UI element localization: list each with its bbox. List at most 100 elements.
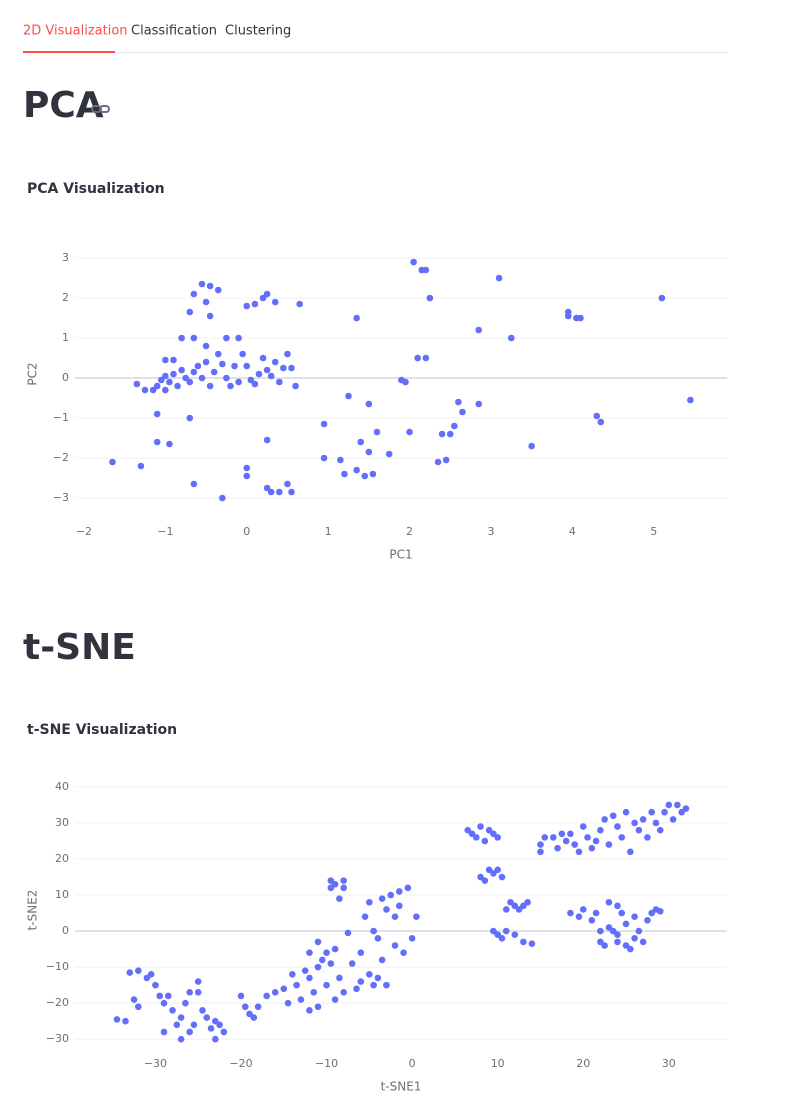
point xyxy=(592,909,600,917)
point xyxy=(387,891,395,899)
point xyxy=(588,916,596,924)
point xyxy=(374,934,382,942)
point xyxy=(446,430,454,438)
point xyxy=(541,834,549,841)
point xyxy=(652,819,660,827)
point xyxy=(336,895,343,902)
point xyxy=(247,376,255,384)
tab[interactable]: Classification xyxy=(131,24,217,39)
point xyxy=(648,808,656,816)
point xyxy=(378,956,386,964)
point xyxy=(494,866,501,874)
point xyxy=(190,1021,198,1029)
point xyxy=(323,981,330,989)
point xyxy=(166,378,173,386)
point xyxy=(528,940,536,947)
point xyxy=(182,374,190,382)
point xyxy=(567,909,574,917)
tab[interactable]: 2D Visualization xyxy=(23,24,128,39)
point xyxy=(182,999,189,1007)
point xyxy=(289,971,296,978)
point xyxy=(263,290,271,298)
point xyxy=(404,884,412,892)
point xyxy=(597,927,604,935)
y-tick-label: −3 xyxy=(53,491,69,504)
point xyxy=(353,314,360,322)
point xyxy=(164,992,172,1000)
point xyxy=(369,470,377,478)
point xyxy=(254,1003,262,1011)
y-tick-label: 0 xyxy=(62,371,69,384)
point xyxy=(340,989,347,996)
point xyxy=(502,906,510,913)
point xyxy=(263,484,271,492)
point xyxy=(263,992,270,1000)
chart-title: t-SNE Visualization xyxy=(27,722,177,738)
point xyxy=(383,906,390,913)
point xyxy=(614,823,621,830)
y-tick-label: 10 xyxy=(55,888,69,901)
point xyxy=(190,334,198,342)
point xyxy=(235,334,242,342)
point xyxy=(160,1028,168,1036)
point xyxy=(267,372,275,380)
point xyxy=(494,834,501,841)
point xyxy=(639,816,647,823)
point xyxy=(173,1021,181,1029)
point xyxy=(227,382,234,390)
x-tick-label: −20 xyxy=(229,1057,252,1070)
point xyxy=(194,362,202,370)
point xyxy=(558,830,566,838)
point xyxy=(631,913,638,920)
point xyxy=(251,300,259,308)
point xyxy=(614,931,621,938)
y-tick-label: 0 xyxy=(62,924,69,937)
point xyxy=(156,992,164,1000)
point xyxy=(297,996,305,1003)
point xyxy=(178,334,185,342)
point xyxy=(177,1035,185,1043)
point xyxy=(306,949,313,957)
x-axis-title: t-SNE1 xyxy=(381,1080,422,1094)
point xyxy=(537,848,544,856)
point xyxy=(455,398,462,406)
link-icon[interactable] xyxy=(91,105,110,113)
point xyxy=(202,358,210,366)
point xyxy=(554,844,561,852)
point xyxy=(284,999,292,1007)
point xyxy=(133,380,141,388)
point xyxy=(687,396,694,404)
point xyxy=(472,834,480,841)
point xyxy=(243,302,251,310)
y-tick-label: −30 xyxy=(46,1032,69,1045)
point xyxy=(147,971,155,978)
point xyxy=(656,826,664,834)
point xyxy=(310,989,318,996)
tab[interactable]: Clustering xyxy=(225,24,291,39)
point xyxy=(374,974,382,982)
point xyxy=(406,428,413,436)
point xyxy=(365,448,373,456)
point xyxy=(214,286,222,294)
point xyxy=(271,298,279,306)
point xyxy=(361,472,369,480)
point xyxy=(495,274,503,282)
point xyxy=(395,888,403,895)
point xyxy=(605,841,613,848)
point xyxy=(337,456,344,464)
y-tick-label: 3 xyxy=(62,251,69,264)
x-tick-label: 0 xyxy=(409,1057,416,1070)
point xyxy=(511,931,519,938)
point xyxy=(422,354,430,362)
x-tick-label: 10 xyxy=(491,1057,505,1070)
chart-title: PCA Visualization xyxy=(27,181,165,197)
point xyxy=(402,378,409,386)
point xyxy=(639,938,647,946)
point xyxy=(320,420,328,428)
point xyxy=(579,906,587,913)
point xyxy=(622,808,630,816)
point xyxy=(577,314,584,322)
y-tick-label: −1 xyxy=(53,411,69,424)
heading: PCA xyxy=(23,85,104,126)
